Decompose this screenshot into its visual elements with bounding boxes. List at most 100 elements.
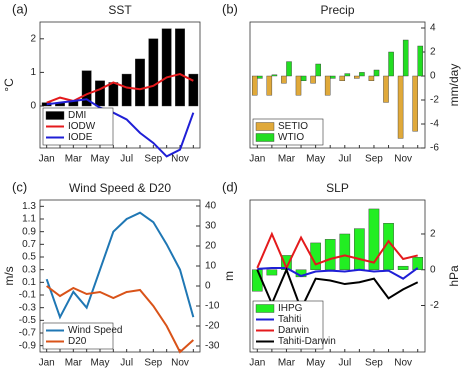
y-tick-label: 4 bbox=[430, 23, 436, 34]
y-tick-label: 1.1 bbox=[22, 214, 36, 225]
line bbox=[45, 211, 195, 320]
bar bbox=[388, 51, 394, 77]
plot-frame bbox=[249, 21, 426, 149]
panel-label: (d) bbox=[222, 179, 238, 194]
y-tick-label: -0.1 bbox=[19, 290, 37, 301]
bar bbox=[266, 75, 273, 96]
y-tick-label: 2 bbox=[30, 33, 36, 44]
y-tick-label: -0.3 bbox=[19, 302, 37, 313]
y-axis-label: hPa bbox=[447, 265, 461, 287]
x-tick-label: Sep bbox=[365, 154, 383, 165]
x-tick-label: Jan bbox=[39, 154, 55, 165]
y-tick-label: 0.5 bbox=[22, 252, 36, 263]
bar bbox=[310, 75, 316, 84]
panel-title: SST bbox=[108, 3, 132, 17]
legend-label: SETIO bbox=[278, 121, 308, 132]
bar bbox=[188, 73, 199, 107]
y-tick-label: 0 bbox=[205, 281, 211, 292]
bar bbox=[251, 75, 258, 96]
legend-label: Tahiti bbox=[278, 314, 301, 325]
panel-label: (a) bbox=[12, 1, 28, 16]
plot-frame bbox=[249, 199, 426, 353]
x-tick-label: Nov bbox=[171, 358, 189, 369]
bar bbox=[324, 239, 336, 270]
y-tick-label: 0.9 bbox=[22, 226, 36, 237]
x-tick-label: May bbox=[91, 358, 110, 369]
bar bbox=[281, 75, 287, 84]
y-tick-label: 10 bbox=[205, 261, 217, 272]
legend-label: IODE bbox=[68, 132, 93, 143]
legend-label: Tahiti-Darwin bbox=[278, 336, 336, 347]
legend-swatch bbox=[255, 122, 275, 131]
x-tick-label: Mar bbox=[278, 154, 296, 165]
bar bbox=[324, 75, 331, 96]
x-tick-label: May bbox=[306, 154, 325, 165]
x-tick-label: May bbox=[91, 154, 110, 165]
bar bbox=[148, 38, 159, 107]
bar bbox=[295, 75, 302, 96]
legend-label: WTIO bbox=[278, 132, 304, 143]
bar bbox=[368, 208, 380, 270]
y-tick-label: -2 bbox=[430, 95, 439, 106]
x-tick-label: May bbox=[306, 358, 325, 369]
y-tick-label: 0 bbox=[430, 264, 436, 275]
bar bbox=[330, 75, 336, 79]
x-tick-label: Jul bbox=[338, 154, 351, 165]
legend-label: DMI bbox=[68, 110, 86, 121]
legend-swatch bbox=[255, 304, 275, 313]
y-tick-label: -6 bbox=[430, 143, 439, 154]
plot-frame bbox=[39, 21, 201, 149]
panel-title: Precip bbox=[320, 3, 354, 17]
bar bbox=[300, 75, 307, 81]
bar bbox=[286, 61, 292, 77]
x-tick-label: Nov bbox=[394, 358, 412, 369]
bar bbox=[344, 73, 351, 77]
legend-box bbox=[42, 322, 114, 350]
y-tick-label: -30 bbox=[205, 341, 220, 352]
bar bbox=[354, 228, 365, 270]
y-tick-label: -20 bbox=[205, 321, 220, 332]
panel-title: Wind Speed & D20 bbox=[69, 181, 171, 195]
bar bbox=[354, 75, 360, 79]
line bbox=[257, 266, 419, 280]
legend-swatch bbox=[45, 111, 65, 120]
bar bbox=[339, 233, 351, 270]
x-tick-label: Mar bbox=[65, 154, 83, 165]
panel-title: SLP bbox=[326, 181, 349, 195]
panel: (b) Precip -6 -4 -2 0 2 4 mm/day Jan Mar May Jul Sep N… bbox=[222, 1, 461, 164]
bar bbox=[161, 28, 172, 107]
x-tick-label: Sep bbox=[365, 358, 383, 369]
legend-label: D20 bbox=[68, 336, 87, 347]
bar bbox=[175, 28, 185, 107]
y-tick-label: -4 bbox=[430, 119, 439, 130]
x-tick-label: Mar bbox=[65, 358, 83, 369]
bar bbox=[383, 75, 389, 103]
line bbox=[46, 98, 195, 158]
legend-label: IHPG bbox=[278, 303, 303, 314]
x-tick-label: Nov bbox=[394, 154, 412, 165]
bar bbox=[368, 75, 375, 81]
bar bbox=[402, 39, 409, 77]
y-tick-label: 2 bbox=[430, 229, 436, 240]
bar bbox=[315, 63, 321, 77]
bar bbox=[373, 69, 380, 77]
bar bbox=[359, 72, 365, 77]
y-tick-label: 0.1 bbox=[22, 277, 36, 288]
y-tick-label: 30 bbox=[205, 221, 217, 232]
x-tick-label: Jul bbox=[120, 358, 133, 369]
x-tick-label: Jan bbox=[249, 358, 265, 369]
legend-swatch bbox=[255, 133, 275, 142]
line bbox=[46, 285, 195, 354]
bar bbox=[95, 80, 105, 107]
y-tick-label: -0.7 bbox=[19, 328, 37, 339]
bar bbox=[108, 82, 119, 107]
bar bbox=[412, 75, 418, 132]
y-tick-label: 1 bbox=[30, 67, 36, 78]
y-tick-label: 0.3 bbox=[22, 264, 36, 275]
y-tick-label: 2 bbox=[430, 47, 436, 58]
y-tick-label: -0.9 bbox=[19, 340, 37, 351]
legend-label: Wind Speed bbox=[68, 325, 122, 336]
